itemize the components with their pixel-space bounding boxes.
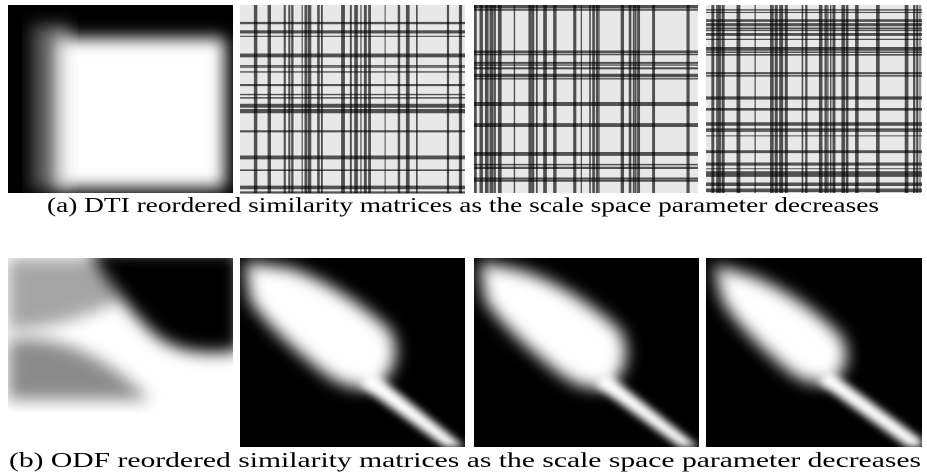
matrix-stripes <box>706 9 922 193</box>
caption: (b) ODF reordered similarity matrices as… <box>9 448 921 472</box>
matrix-image <box>8 258 233 447</box>
striped-matrices <box>240 5 922 194</box>
caption: (a) DTI reordered similarity matrices as… <box>47 193 879 217</box>
matrix-image <box>474 258 699 447</box>
matrix-stripes <box>240 21 465 194</box>
matrix-stripes <box>253 5 463 193</box>
matrix-image <box>8 5 233 193</box>
matrix-stripes <box>474 5 698 182</box>
matrix-image <box>240 258 465 447</box>
matrix-image <box>474 5 698 193</box>
matrix-image <box>706 258 922 447</box>
